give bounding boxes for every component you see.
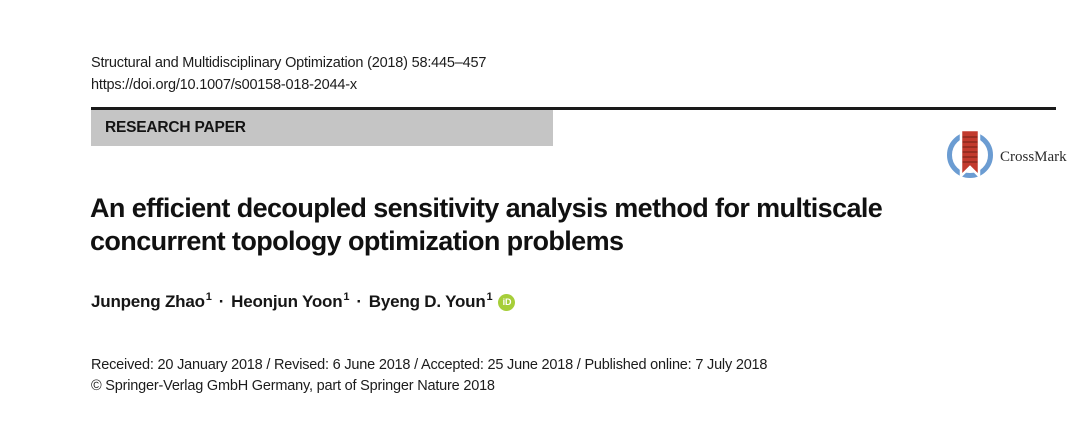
journal-citation-line: Structural and Multidisciplinary Optimiz… bbox=[91, 55, 487, 71]
author-separator: · bbox=[218, 292, 225, 311]
author-name: Byeng D. Youn1 bbox=[368, 291, 493, 311]
crossmark-badge[interactable]: CrossMark bbox=[946, 128, 1067, 185]
author-affiliation-sup: 1 bbox=[486, 291, 493, 304]
title-line-1: An efficient decoupled sensitivity analy… bbox=[90, 193, 883, 223]
orcid-label: iD bbox=[502, 297, 512, 307]
author-affiliation-sup: 1 bbox=[343, 291, 350, 304]
section-divider-rule bbox=[91, 107, 1056, 110]
research-paper-banner: RESEARCH PAPER bbox=[91, 110, 553, 146]
title-line-2: concurrent topology optimization problem… bbox=[90, 226, 624, 256]
crossmark-icon bbox=[946, 128, 996, 185]
doi-link[interactable]: https://doi.org/10.1007/s00158-018-2044-… bbox=[91, 77, 357, 93]
authors-row: Junpeng Zhao1 · Heonjun Yoon1 · Byeng D.… bbox=[91, 291, 516, 312]
orcid-icon[interactable]: iD bbox=[498, 293, 516, 311]
author-affiliation-sup: 1 bbox=[205, 291, 212, 304]
publication-history: Received: 20 January 2018 / Revised: 6 J… bbox=[91, 357, 768, 373]
author-name: Junpeng Zhao1 bbox=[91, 291, 212, 311]
crossmark-label: CrossMark bbox=[1000, 149, 1067, 165]
copyright-notice: © Springer-Verlag GmbH Germany, part of … bbox=[91, 378, 495, 394]
article-title: An efficient decoupled sensitivity analy… bbox=[90, 192, 1056, 258]
publication-info: Received: 20 January 2018 / Revised: 6 J… bbox=[91, 355, 767, 397]
section-label: RESEARCH PAPER bbox=[105, 119, 246, 136]
author-name: Heonjun Yoon1 bbox=[231, 291, 350, 311]
author-separator: · bbox=[356, 292, 362, 311]
journal-header: Structural and Multidisciplinary Optimiz… bbox=[91, 52, 486, 96]
